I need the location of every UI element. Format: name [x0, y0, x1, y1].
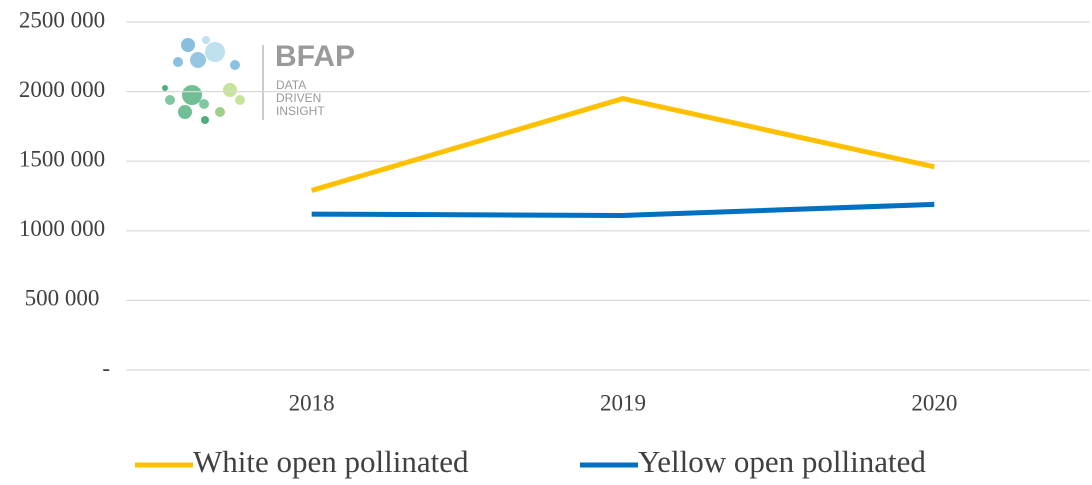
y-tick-label: 2500 000 — [19, 7, 105, 32]
logo-name: BFAP — [275, 40, 355, 73]
y-tick-label: 500 000 — [25, 286, 100, 311]
line-series — [310, 96, 935, 193]
x-tick-label: 2019 — [600, 390, 646, 415]
y-tick-label: - — [102, 355, 110, 380]
legend-label: Yellow open pollinated — [638, 444, 926, 479]
x-tick-label: 2018 — [289, 390, 335, 415]
y-tick-label: 2000 000 — [19, 77, 105, 102]
y-tick-label: 1500 000 — [19, 146, 105, 171]
line-series — [311, 201, 935, 218]
x-tick-label: 2020 — [911, 390, 957, 415]
y-tick-label: 1000 000 — [19, 216, 105, 241]
legend-label: White open pollinated — [193, 444, 469, 479]
logo-tagline: INSIGHT — [276, 104, 325, 118]
logo-tagline: DRIVEN — [276, 91, 321, 105]
logo-tagline: DATA — [276, 78, 306, 92]
logo: BFAP DATA DRIVEN INSIGHT — [162, 36, 355, 124]
